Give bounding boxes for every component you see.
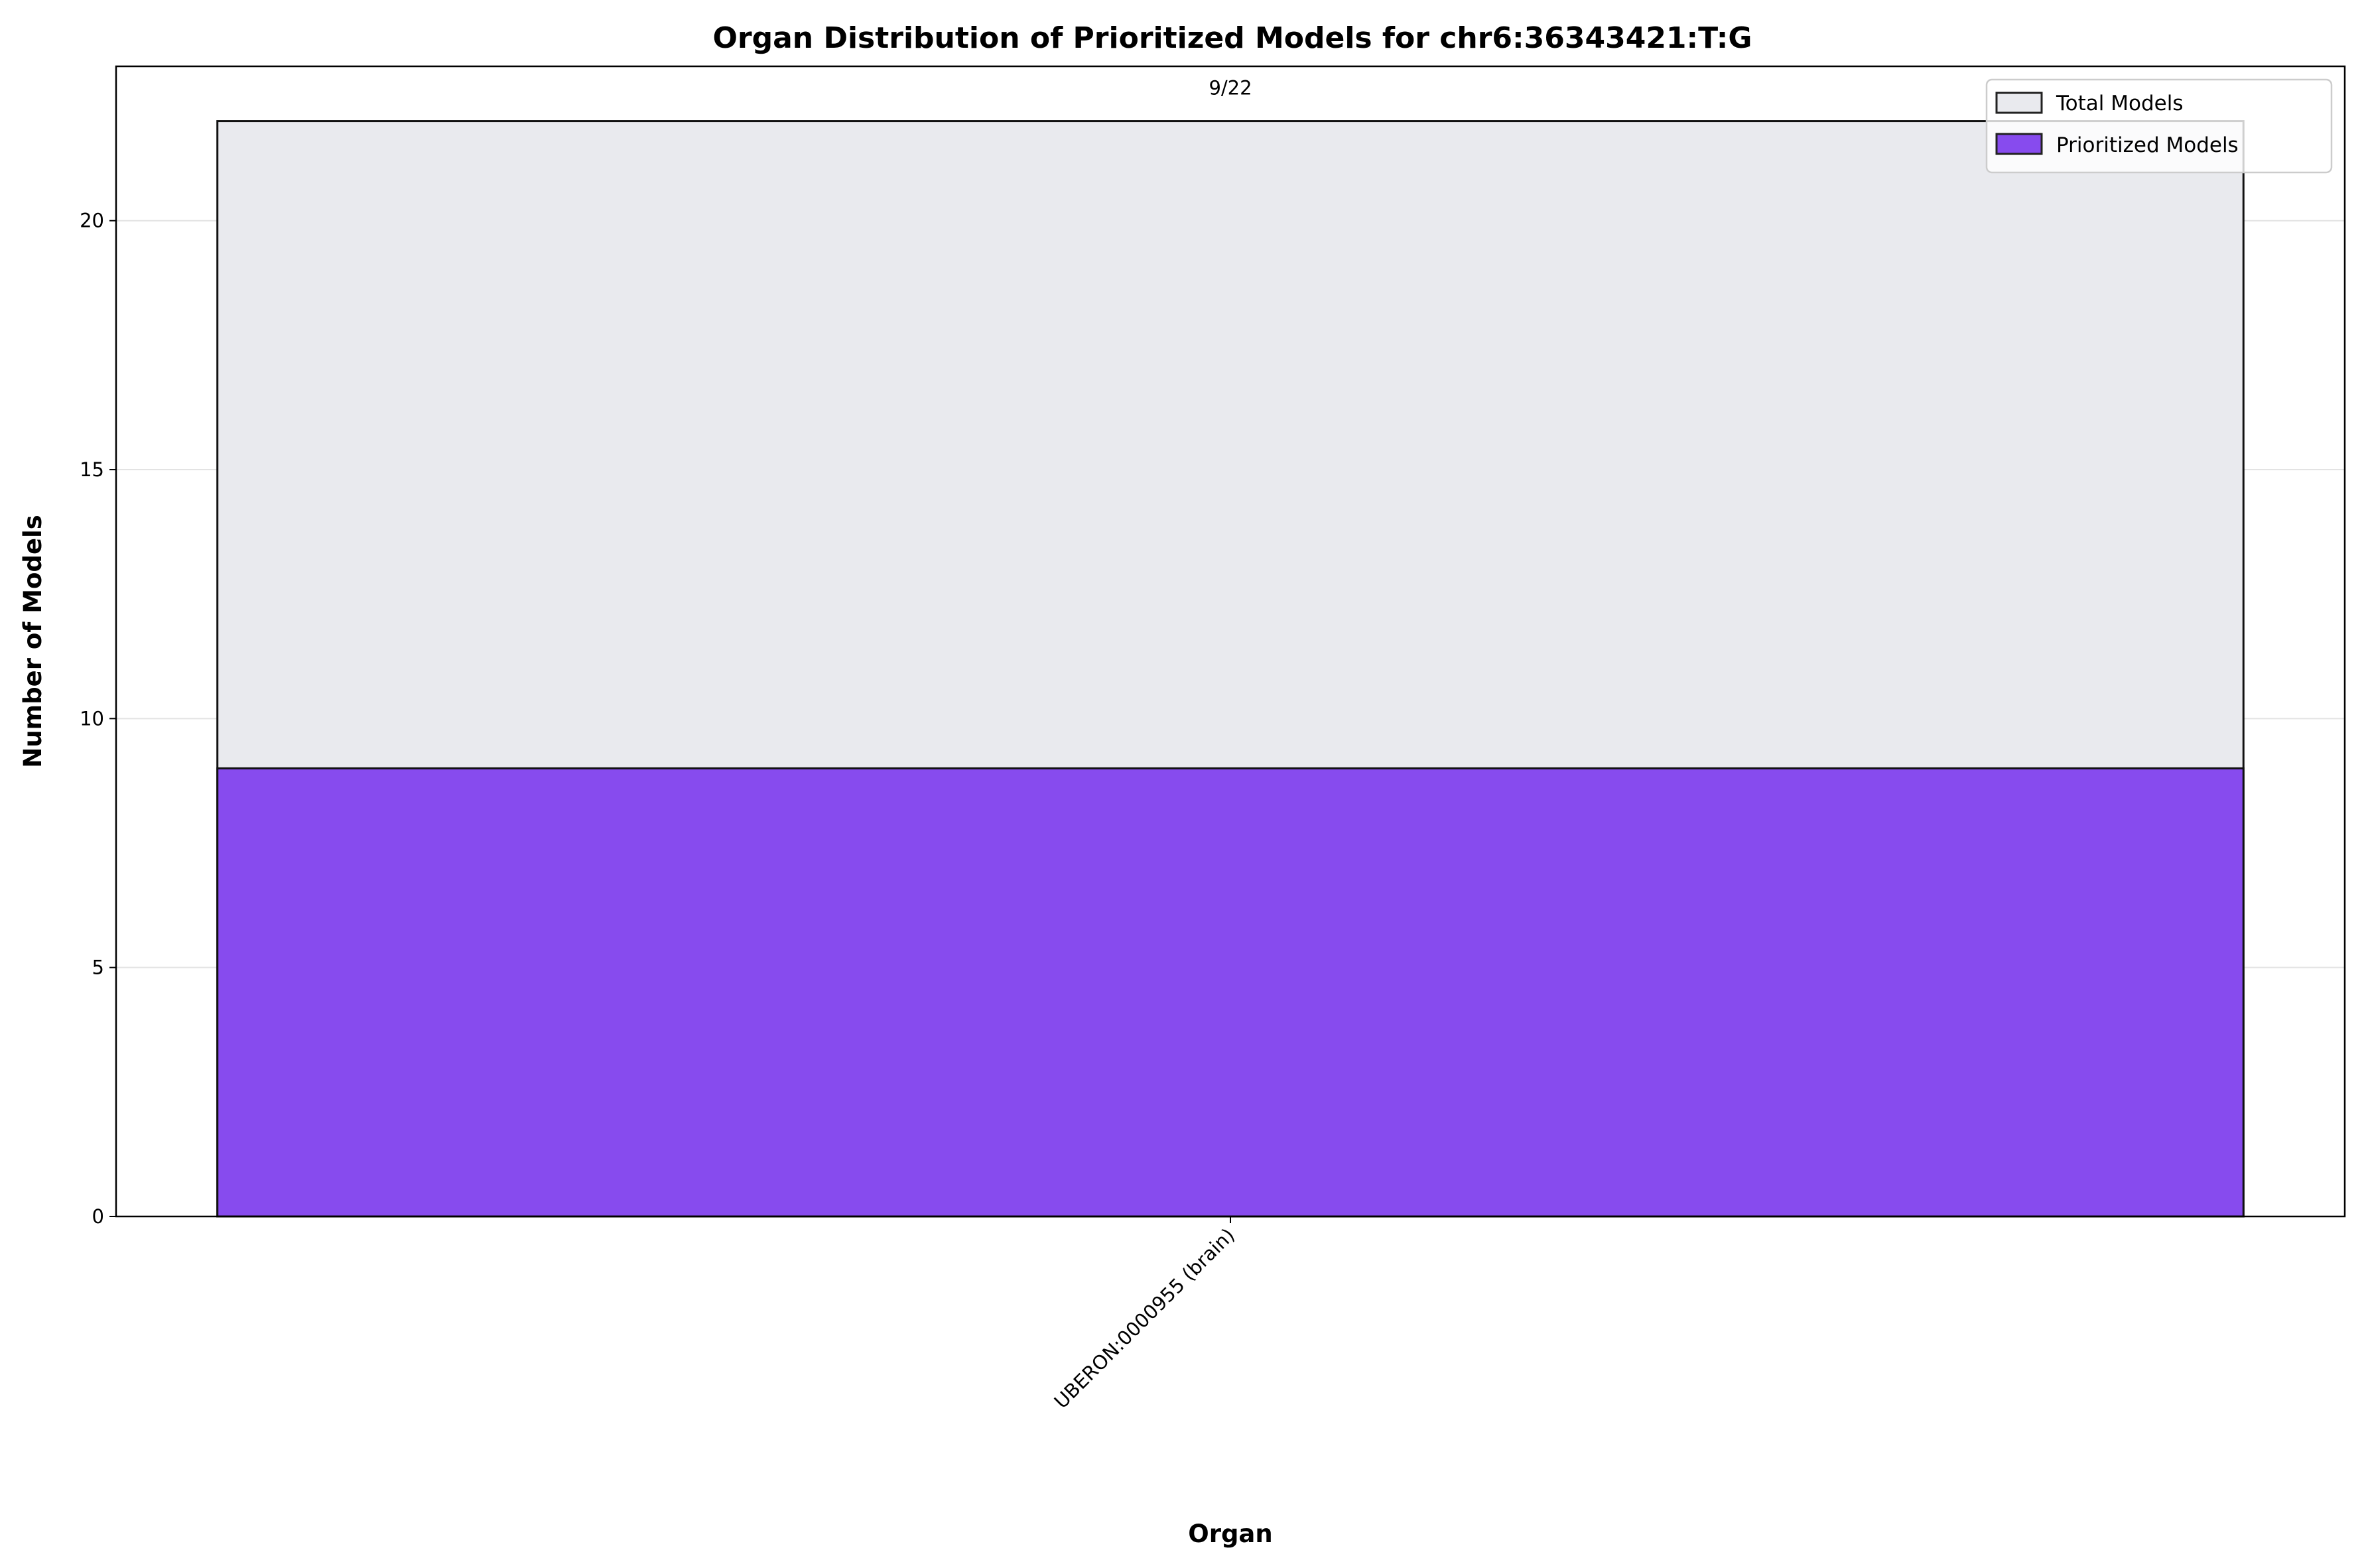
y-tick-label: 0 [92, 1205, 104, 1228]
legend: Total Models Prioritized Models [1985, 78, 2333, 174]
legend-label-total: Total Models [2056, 92, 2183, 115]
y-tick-label: 10 [80, 707, 104, 730]
y-tick-label: 15 [80, 458, 104, 481]
y-tick-label: 20 [80, 210, 104, 232]
y-tick-label: 5 [92, 956, 104, 979]
legend-swatch-prioritized [1995, 133, 2043, 155]
bar-prioritized [216, 767, 2245, 1218]
bar-data-label: 9/22 [1209, 77, 1252, 99]
legend-label-prioritized: Prioritized Models [2056, 133, 2239, 157]
axes-frame [115, 65, 2346, 1218]
legend-swatch-total [1995, 92, 2043, 114]
y-axis-label: Number of Models [19, 515, 47, 768]
legend-box [1985, 78, 2333, 174]
chart-title: Organ Distribution of Prioritized Models… [713, 21, 1752, 55]
x-axis-label: Organ [1188, 1520, 1273, 1548]
